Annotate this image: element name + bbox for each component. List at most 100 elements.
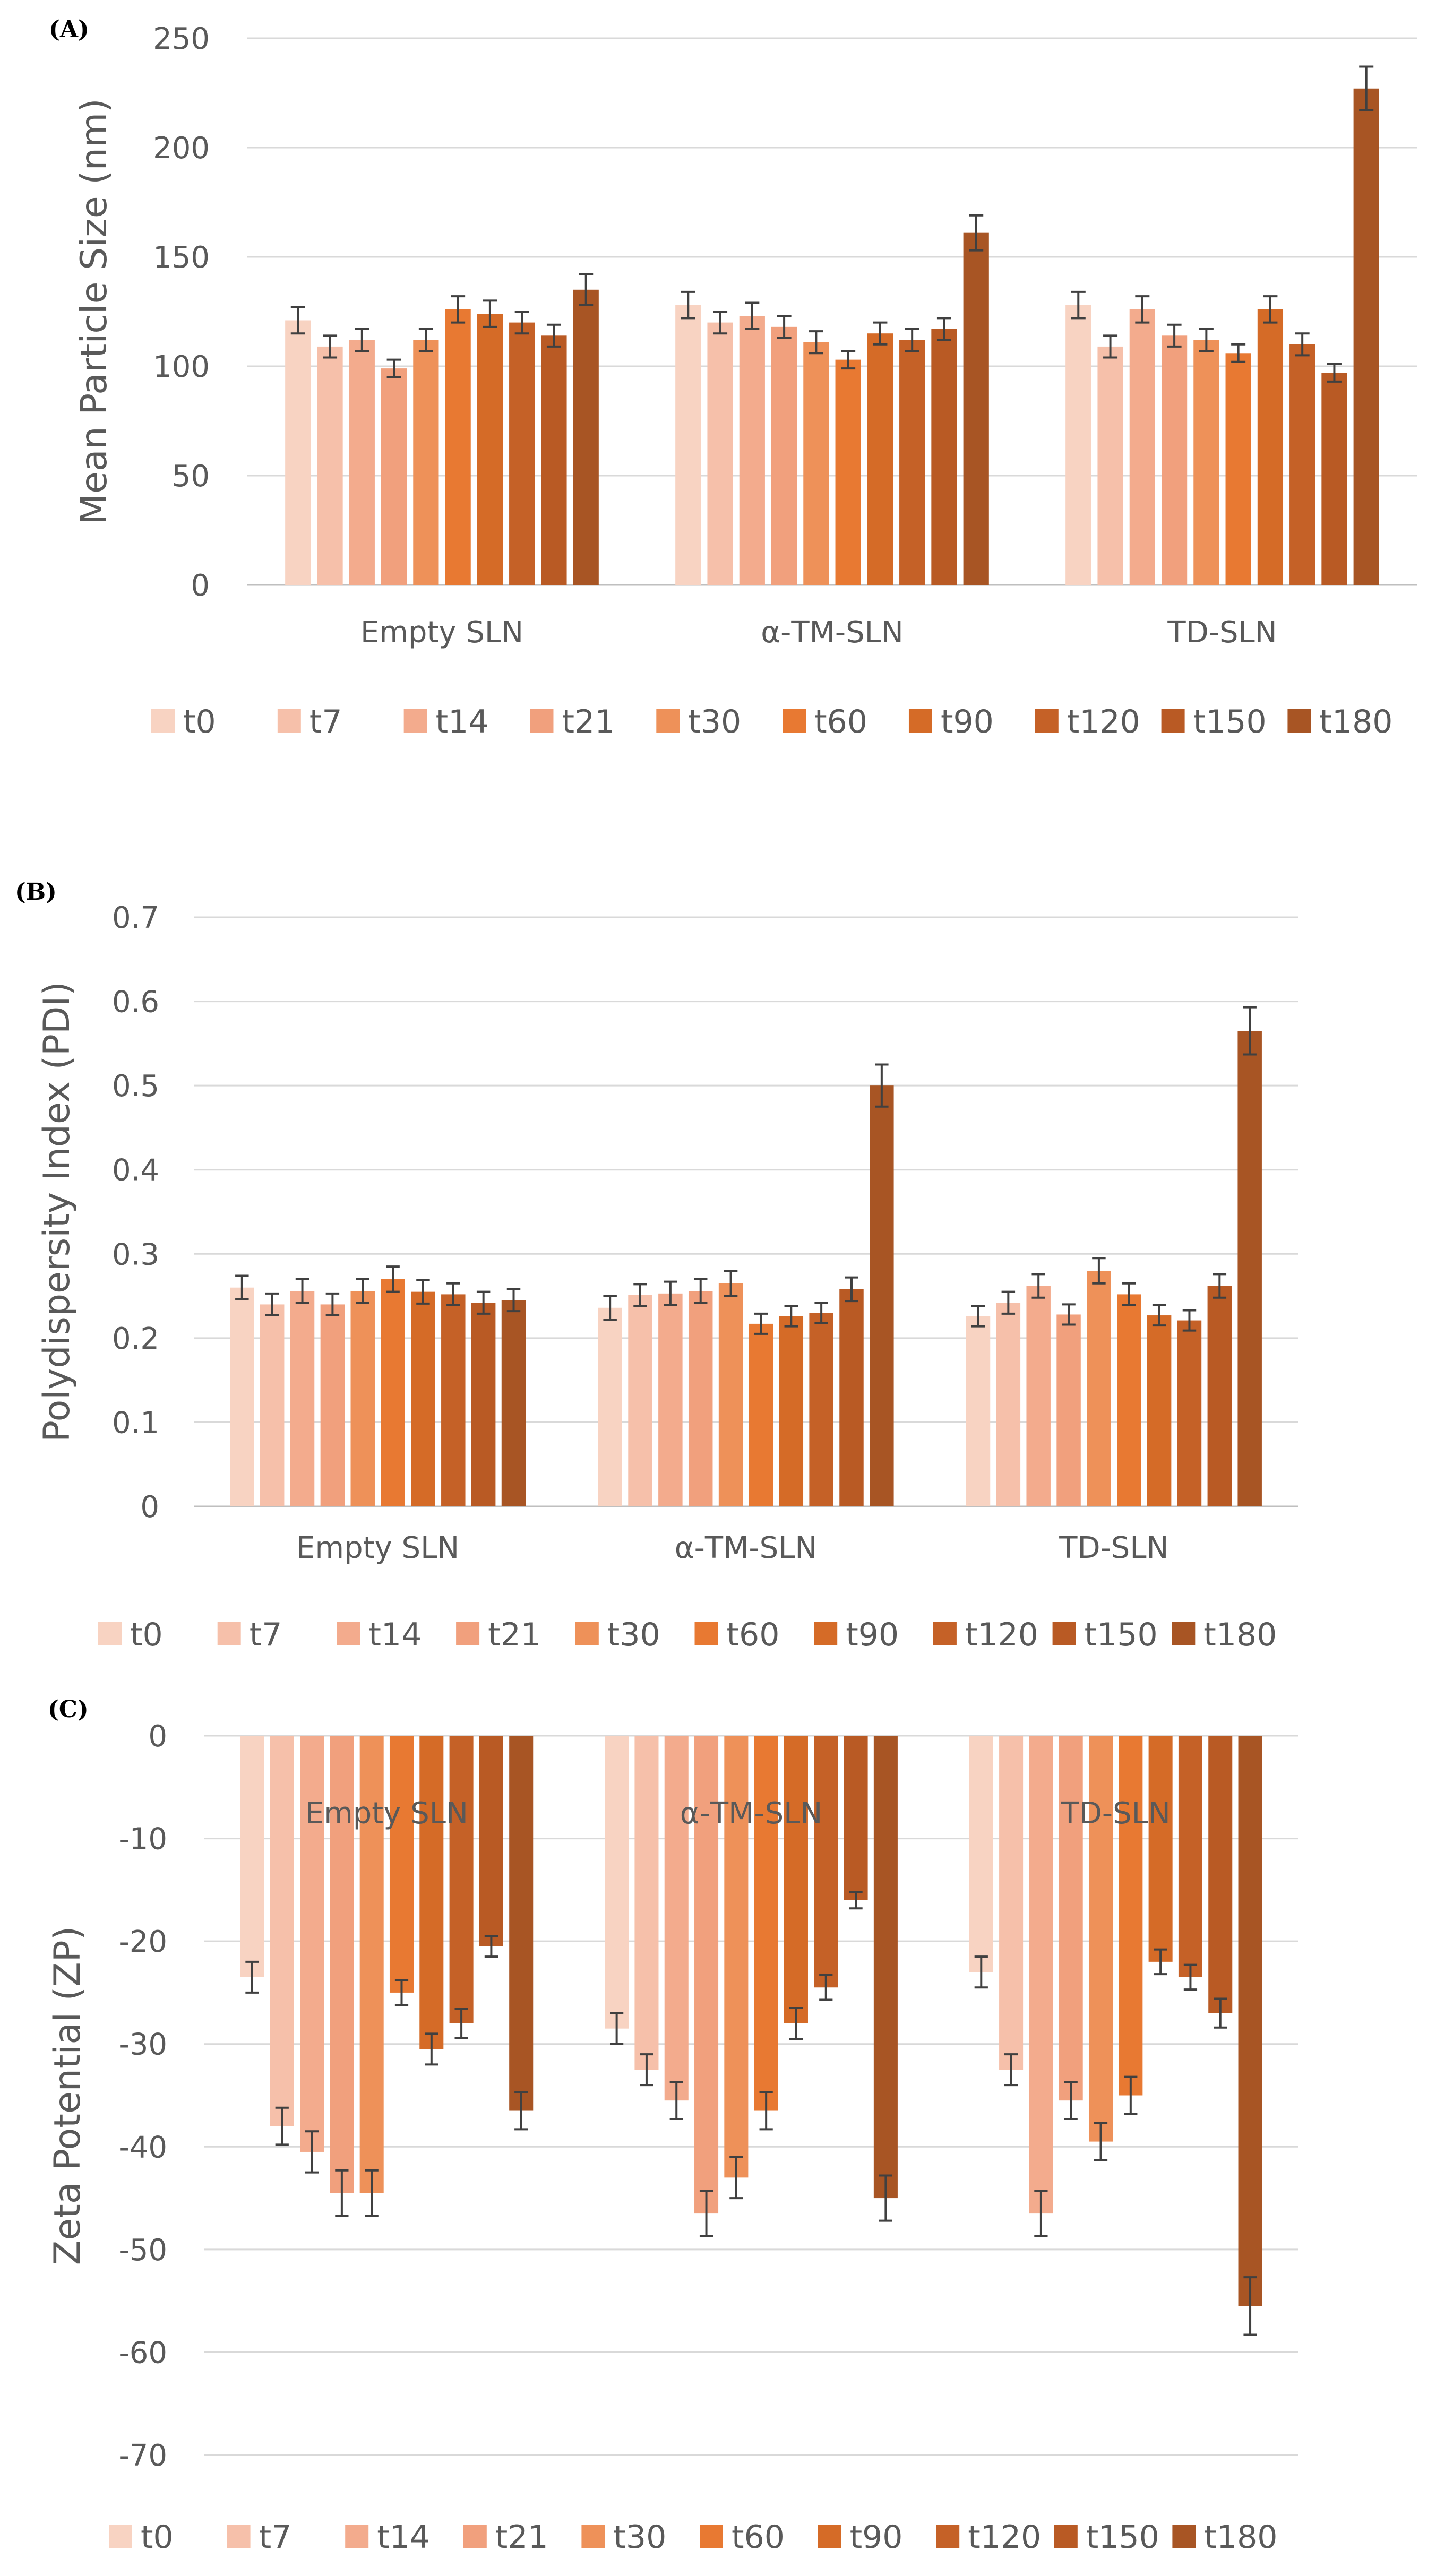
error-bar <box>875 1063 889 1108</box>
bar-empty-sln-t180 <box>501 1300 526 1506</box>
bar-empty-sln-t0 <box>240 1736 264 1977</box>
legend-label: t7 <box>309 703 342 740</box>
error-bar <box>1214 1997 1227 2029</box>
y-tick-label: -30 <box>119 2028 167 2062</box>
error-bar <box>446 1282 460 1307</box>
legend-swatch <box>277 709 301 733</box>
legend-label: t30 <box>688 703 741 740</box>
bar-empty-sln-t30 <box>350 1291 375 1506</box>
legend-item: t21 <box>463 2519 548 2556</box>
bar-empty-sln-t150 <box>471 1303 496 1506</box>
panel-a-particle-size: (A) 0 50 100 150 200 250 Mean Particle Size (nm… <box>49 16 1417 740</box>
bar-empty-sln-t0 <box>285 320 311 585</box>
error-bar <box>1213 1273 1227 1299</box>
bar-empty-sln-t21 <box>330 1736 354 2193</box>
legend-label: t0 <box>130 1616 163 1653</box>
bar-td-sln-t150 <box>1208 1736 1233 2013</box>
y-tick-label: 0 <box>148 1719 167 1754</box>
legend-item: t30 <box>656 703 741 740</box>
bar-empty-sln-t7 <box>270 1736 294 2126</box>
category-label: TD-SLN <box>1061 1796 1171 1831</box>
y-axis-label: Polydispersity Index (PDI) <box>36 981 78 1442</box>
bar-td-sln-t0 <box>966 1316 991 1506</box>
bar-empty-sln-t120 <box>449 1736 474 2023</box>
bar-td-sln-t21 <box>1059 1736 1083 2101</box>
legend-item: t120 <box>936 2519 1041 2556</box>
y-tick-label: 0 <box>191 568 210 603</box>
legend-label: t60 <box>814 703 867 740</box>
error-bar <box>1062 1303 1076 1326</box>
bar--tm-sln-t30 <box>724 1736 749 2178</box>
legend-item: t14 <box>403 703 489 740</box>
y-tick-label: -50 <box>119 2233 167 2268</box>
error-bar <box>1182 1309 1197 1332</box>
legend-item: t0 <box>109 2519 174 2556</box>
bar--tm-sln-t90 <box>867 333 893 585</box>
panel-label: (B) <box>15 878 57 906</box>
legend-label: t120 <box>965 1616 1038 1653</box>
error-bar <box>365 2169 379 2217</box>
legend-label: t7 <box>250 1616 282 1653</box>
panel-label: (A) <box>49 16 89 43</box>
y-tick-label: -60 <box>119 2336 167 2370</box>
legend-swatch <box>575 1622 599 1645</box>
error-bar <box>335 2169 349 2217</box>
bar-td-sln-t180 <box>1238 1736 1262 2306</box>
error-bar <box>265 1292 279 1317</box>
legend-swatch <box>337 1622 360 1645</box>
error-bar <box>784 1305 798 1328</box>
error-bar <box>1092 1257 1106 1285</box>
error-bar <box>1094 2122 1108 2161</box>
bar--tm-sln-t0 <box>605 1736 629 2029</box>
error-bar <box>1295 332 1310 357</box>
legend-label: t21 <box>562 703 615 740</box>
bar-empty-sln-t180 <box>509 1736 534 2111</box>
legend-label: t90 <box>941 703 994 740</box>
error-bar <box>245 1960 259 1994</box>
error-bar <box>1001 1290 1016 1315</box>
error-bar <box>1122 1282 1136 1307</box>
bar-td-sln-t14 <box>1029 1736 1053 2214</box>
error-bar <box>1154 1948 1167 1976</box>
y-tick-label: 0.4 <box>112 1153 159 1188</box>
bar-empty-sln-t14 <box>349 340 375 585</box>
legend-swatch <box>151 709 175 733</box>
legend-swatch <box>1054 2525 1078 2548</box>
bar-td-sln-t120 <box>1289 344 1315 585</box>
bar-td-sln-t60 <box>1119 1736 1143 2096</box>
error-bar <box>759 2091 773 2131</box>
bar--tm-sln-t0 <box>598 1307 622 1506</box>
error-bar <box>386 1265 400 1293</box>
legend-label: t0 <box>141 2519 174 2556</box>
bar-td-sln-t150 <box>1207 1286 1232 1506</box>
error-bar <box>476 1290 491 1315</box>
bar-td-sln-t180 <box>1237 1031 1262 1506</box>
bar-td-sln-t120 <box>1177 1320 1202 1506</box>
error-bar <box>905 328 919 352</box>
bar-td-sln-t120 <box>1178 1736 1202 1977</box>
error-bar <box>1031 1273 1045 1299</box>
legend-swatch <box>217 1622 241 1645</box>
error-bar <box>1199 328 1214 352</box>
error-bar <box>484 1935 498 1958</box>
legend-label: t180 <box>1204 2519 1277 2556</box>
legend-item: t150 <box>1054 2519 1159 2556</box>
category-label: α-TM-SLN <box>680 1796 823 1831</box>
y-tick-label: 250 <box>153 22 210 56</box>
error-bar <box>290 306 305 335</box>
bar-empty-sln-t90 <box>411 1291 435 1506</box>
bar-td-sln-t21 <box>1056 1314 1081 1506</box>
bar-empty-sln-t60 <box>445 309 471 585</box>
legend-swatch <box>936 2525 960 2548</box>
error-bar <box>610 2012 624 2045</box>
error-bar <box>1124 2075 1138 2115</box>
legend-swatch <box>783 709 806 733</box>
error-bar <box>295 1278 309 1304</box>
error-bar <box>1183 1963 1198 1991</box>
error-bar <box>841 350 856 370</box>
legend-swatch <box>345 2525 369 2548</box>
error-bar <box>969 214 984 252</box>
bar-td-sln-t60 <box>1117 1294 1141 1506</box>
legend-swatch <box>814 1622 838 1645</box>
bar-td-sln-t14 <box>1026 1286 1051 1506</box>
